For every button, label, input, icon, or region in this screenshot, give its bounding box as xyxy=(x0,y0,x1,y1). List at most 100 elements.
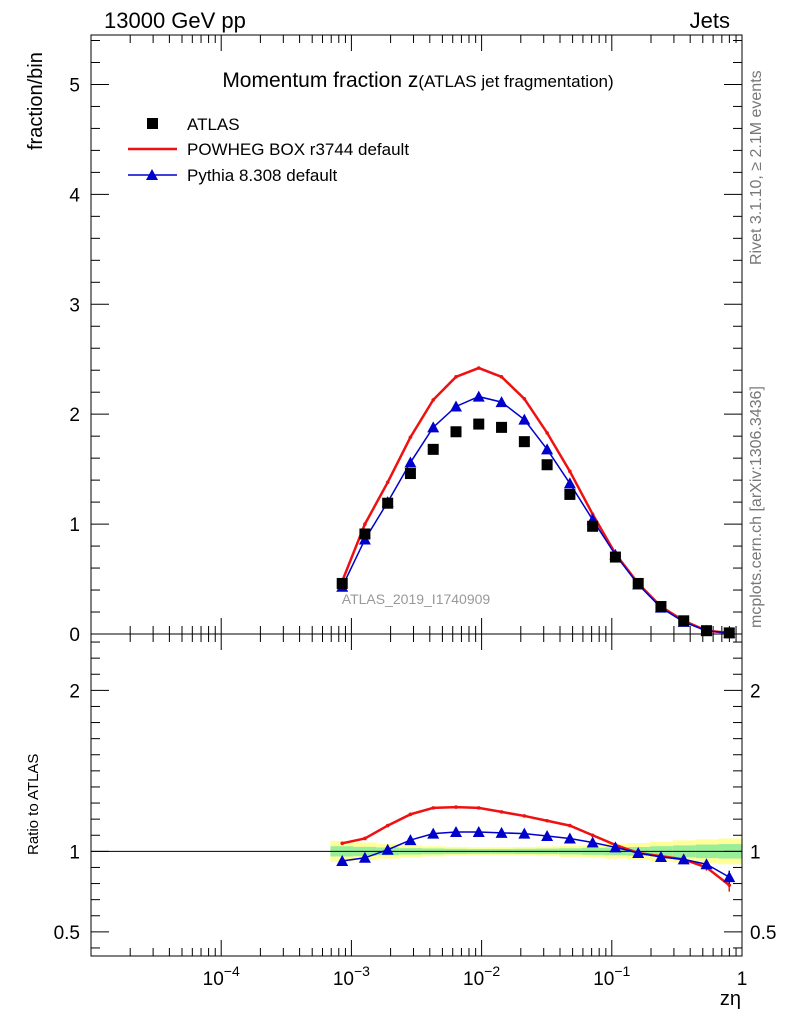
atlas-point xyxy=(450,426,462,438)
pythia-ratio-point xyxy=(427,827,440,839)
atlas-point xyxy=(359,528,371,540)
atlas-point xyxy=(518,436,530,448)
pythia-ratio-point xyxy=(723,871,736,883)
pythia-ratio-point xyxy=(654,850,667,862)
x-tick-label: 10−2 xyxy=(463,963,500,990)
y-tick-label: 0.5 xyxy=(54,923,80,944)
atlas-point xyxy=(473,418,485,430)
powheg-ratio-point xyxy=(385,823,390,828)
powheg-ratio-point xyxy=(363,836,367,841)
y-tick-label: 1 xyxy=(69,515,80,536)
atlas-point xyxy=(609,551,621,563)
pythia-point xyxy=(427,421,440,433)
analysis-label: ATLAS_2019_I1740909 xyxy=(342,591,491,607)
pythia-ratio-point xyxy=(563,832,576,844)
x-tick-label: 10−1 xyxy=(593,963,630,990)
pythia-ratio-point xyxy=(404,834,417,846)
atlas-point xyxy=(427,443,439,455)
legend: ATLAS POWHEG BOX r3744 default Pythia 8.… xyxy=(128,115,409,185)
pythia-ratio-point xyxy=(358,851,371,863)
pythia-ratio-point xyxy=(381,843,394,855)
pythia-ratio-point xyxy=(336,855,349,867)
pythia-ratio-point xyxy=(700,858,713,870)
powheg-point xyxy=(499,375,504,379)
main-title-sub: (ATLAS jet fragmentation) xyxy=(418,72,613,91)
y-tick-label: 0 xyxy=(69,625,80,646)
legend-marker-atlas xyxy=(147,118,158,129)
powheg-ratio-point xyxy=(340,841,345,846)
pythia-point xyxy=(518,413,531,425)
atlas-point xyxy=(632,577,644,589)
atlas-point xyxy=(336,577,348,589)
powheg-ratio-point xyxy=(431,806,436,810)
atlas-point xyxy=(564,488,576,500)
main-title: Momentum fraction z(ATLAS jet fragmentat… xyxy=(222,69,613,92)
x-tick-label: 10−3 xyxy=(333,963,370,990)
powheg-ratio-point xyxy=(499,810,504,814)
atlas-point xyxy=(723,627,735,639)
powheg-point xyxy=(431,398,436,402)
legend-label-pythia: Pythia 8.308 default xyxy=(187,166,338,185)
y-tick-label: 5 xyxy=(69,75,80,96)
y-tick-label: 1 xyxy=(69,842,80,863)
powheg-point xyxy=(363,522,367,526)
mcplots-label: mcplots.cern.ch [arXiv:1306.3436] xyxy=(748,386,765,628)
powheg-point xyxy=(476,366,481,370)
y-axis-label-main: fraction/bin xyxy=(25,52,47,150)
pythia-ratio-point xyxy=(450,826,463,838)
y-axis-label-ratio: Ratio to ATLAS xyxy=(25,754,42,855)
y-tick-label: 2 xyxy=(69,405,80,426)
process-label: Jets xyxy=(690,8,730,33)
y-tick-label-right: 0.5 xyxy=(750,923,776,944)
powheg-ratio-point xyxy=(454,805,458,809)
pythia-ratio-point xyxy=(677,853,690,865)
ratio-frame xyxy=(90,633,743,957)
main-title-text: Momentum fraction z xyxy=(222,69,418,92)
atlas-point xyxy=(404,468,416,480)
pythia-ratio-point xyxy=(609,841,622,853)
main-series xyxy=(336,366,736,639)
powheg-point xyxy=(385,480,390,485)
powheg-point xyxy=(545,431,549,435)
pythia-point xyxy=(472,390,485,402)
pythia-ratio-point xyxy=(495,826,508,838)
ratio-series xyxy=(336,805,736,892)
x-axis-label: zη xyxy=(720,988,741,1010)
powheg-ratio-point xyxy=(568,823,572,828)
y-tick-label-right: 1 xyxy=(750,842,761,863)
powheg-point xyxy=(408,435,413,440)
powheg-ratio-point xyxy=(408,812,413,817)
atlas-point xyxy=(587,520,599,532)
y-tick-label: 4 xyxy=(69,185,80,206)
legend-label-atlas: ATLAS xyxy=(187,115,240,134)
atlas-point xyxy=(678,615,690,627)
atlas-point xyxy=(496,421,508,433)
powheg-point xyxy=(568,469,572,474)
pythia-ratio-point xyxy=(472,826,485,838)
ratio-axis-ticks: 10−4 10−3 10−2 10−1 1 0.5 0.5 1 1 2 2 xyxy=(54,634,776,990)
main-panel: 0 1 2 3 4 5 Momentum fraction z(ATLAS jet fra… xyxy=(25,34,743,646)
y-tick-label: 2 xyxy=(69,681,80,702)
powheg-ratio-point xyxy=(727,883,732,887)
ratio-uncertainty-bands xyxy=(91,838,742,865)
legend-marker-pythia xyxy=(146,169,158,180)
pythia-ratio-point xyxy=(541,830,554,842)
powheg-ratio-point xyxy=(545,818,549,823)
y-tick-label: 3 xyxy=(69,295,80,316)
ratio-panel: 10−4 10−3 10−2 10−1 1 0.5 0.5 1 1 2 2 Ratio to ATL… xyxy=(25,633,776,1010)
pythia-point xyxy=(541,443,554,455)
energy-label: 13000 GeV pp xyxy=(104,8,246,33)
pythia-ratio-point xyxy=(586,836,599,848)
pythia-ratio-point xyxy=(518,827,531,839)
powheg-ratio-point xyxy=(590,833,595,838)
atlas-point xyxy=(541,459,553,471)
atlas-point xyxy=(382,497,394,509)
legend-label-powheg: POWHEG BOX r3744 default xyxy=(187,140,409,159)
powheg-point xyxy=(522,396,527,401)
y-tick-label-right: 2 xyxy=(750,681,761,702)
x-tick-label: 1 xyxy=(737,969,748,990)
powheg-ratio-point xyxy=(522,814,527,818)
powheg-point xyxy=(454,375,458,379)
main-axis-ticks: 0 1 2 3 4 5 xyxy=(69,35,742,646)
